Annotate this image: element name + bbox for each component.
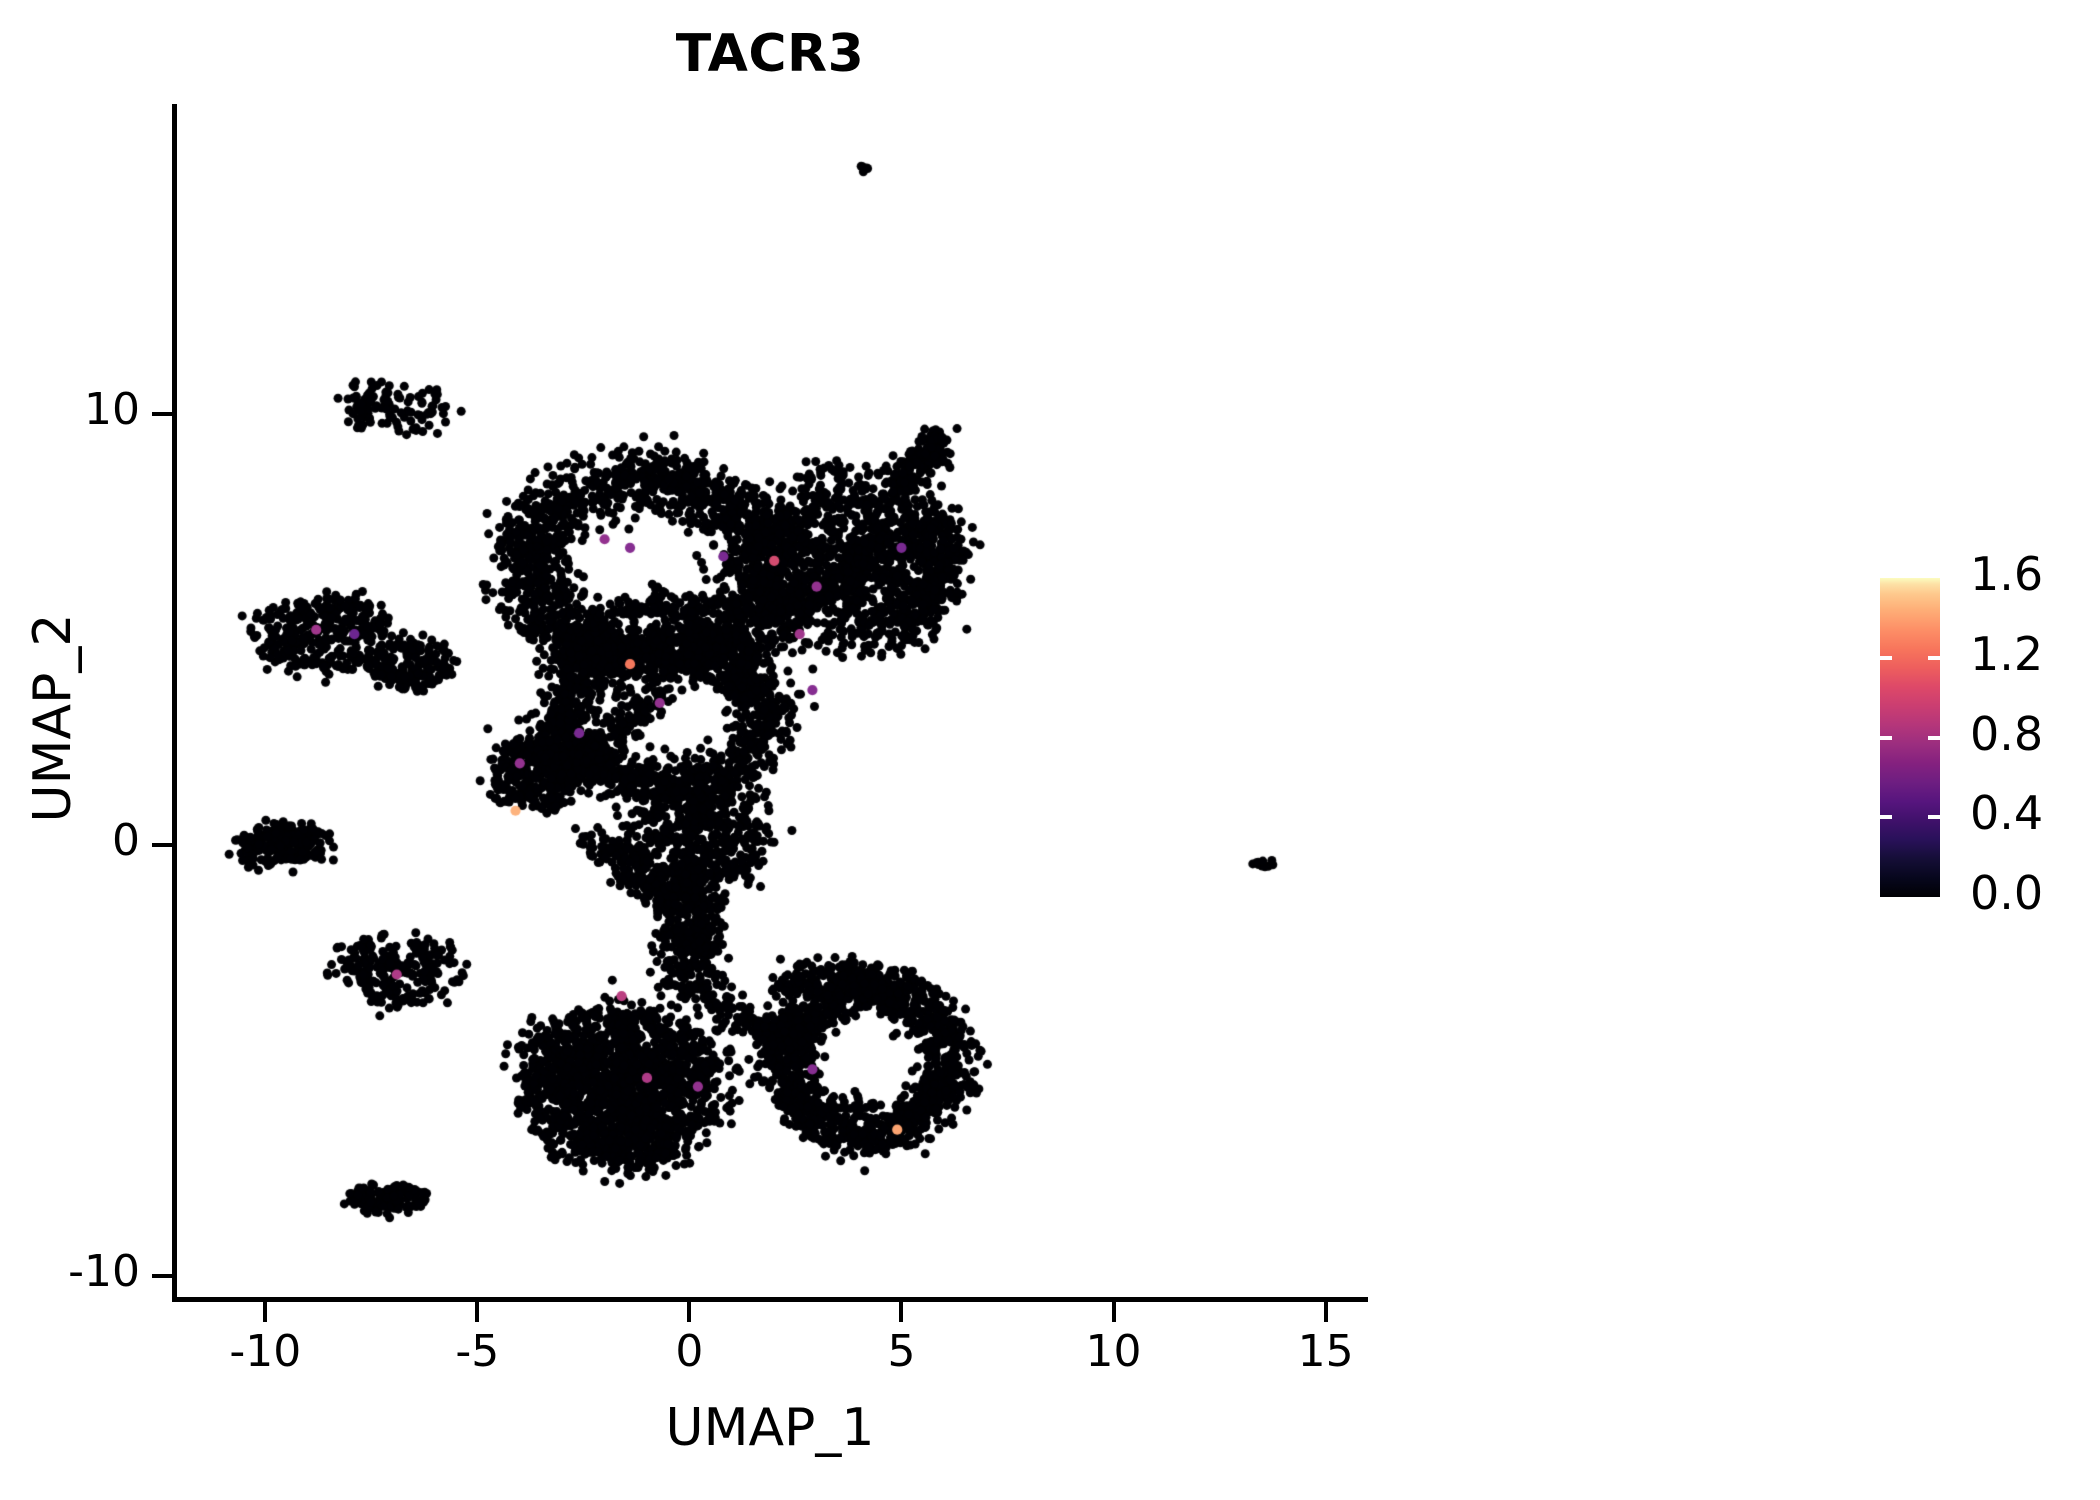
y-axis-label: UMAP_2	[23, 613, 83, 823]
colorbar-tick-mark	[1878, 655, 1892, 660]
x-tick-label: -5	[455, 1326, 500, 1377]
y-tick-mark	[152, 412, 172, 417]
colorbar-tick-label: 1.2	[1970, 626, 2044, 681]
colorbar-tick-mark	[1878, 735, 1892, 740]
colorbar-tick-label: 1.6	[1970, 547, 2044, 601]
x-tick-label: 10	[1085, 1326, 1142, 1377]
x-tick-mark	[687, 1302, 692, 1322]
x-tick-label: 5	[887, 1326, 916, 1377]
colorbar-tick-mark	[1928, 735, 1942, 740]
scatter-plot-area	[177, 104, 1368, 1297]
colorbar: 1.6 1.2 0.8 0.4 0.0	[1878, 547, 2043, 920]
x-axis-spine	[172, 1297, 1368, 1302]
y-axis-spine	[172, 104, 177, 1302]
x-tick-label: 0	[675, 1326, 704, 1377]
colorbar-tick-mark	[1878, 815, 1892, 820]
y-tick-label: 0	[112, 815, 140, 867]
colorbar-tick-mark	[1928, 815, 1942, 820]
y-tick-label: 10	[84, 384, 140, 436]
y-tick-mark	[152, 843, 172, 848]
x-tick-mark	[899, 1302, 904, 1322]
x-axis-label: UMAP_1	[665, 1398, 875, 1458]
x-tick-mark	[263, 1302, 268, 1322]
colorbar-tick-label: 0.0	[1970, 866, 2044, 920]
x-tick-mark	[1323, 1302, 1328, 1322]
y-tick-label: -10	[68, 1246, 140, 1298]
x-tick-mark	[1111, 1302, 1116, 1322]
x-tick-label: -10	[229, 1326, 302, 1377]
colorbar-tick-label: 0.8	[1970, 706, 2044, 761]
x-tick-label: 15	[1297, 1326, 1354, 1377]
x-tick-mark	[475, 1302, 480, 1322]
colorbar-tick-label: 0.4	[1970, 786, 2044, 841]
colorbar-tick-mark	[1928, 655, 1942, 660]
scatter-points-canvas	[177, 104, 1368, 1297]
page-title: TACR3	[675, 24, 865, 84]
y-tick-mark	[152, 1274, 172, 1279]
